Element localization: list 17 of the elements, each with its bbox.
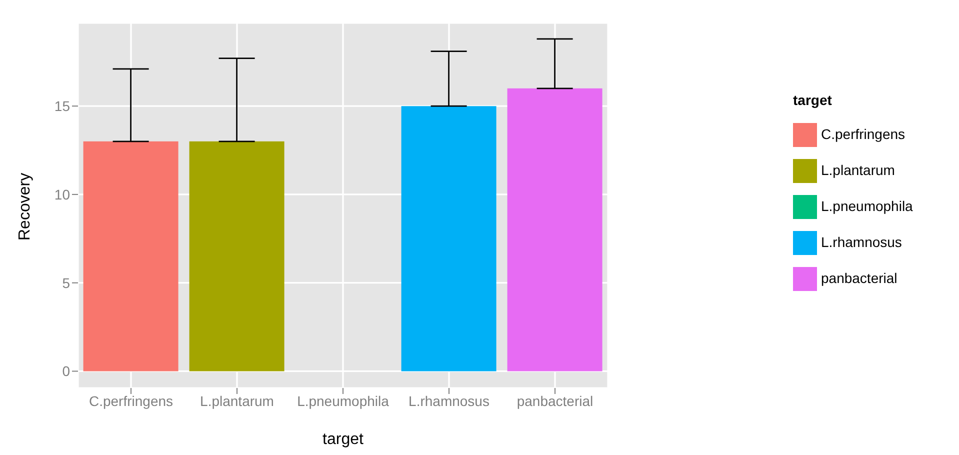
- x-tick-label: L.rhamnosus: [408, 392, 490, 409]
- legend-title: target: [793, 92, 832, 108]
- x-tick-label: L.pneumophila: [297, 392, 390, 409]
- legend-label: L.pneumophila: [821, 198, 913, 214]
- legend-label: C.perfringens: [821, 126, 906, 142]
- y-tick-label: 0: [62, 363, 70, 380]
- legend-label: L.plantarum: [821, 162, 895, 178]
- legend-label: panbacterial: [821, 270, 898, 286]
- y-tick-label: 10: [54, 186, 70, 202]
- x-tick-label: panbacterial: [516, 392, 594, 409]
- x-tick-label: L.plantarum: [200, 392, 274, 409]
- y-axis-title: Recovery: [16, 172, 34, 240]
- x-tick-label: C.perfringens: [88, 392, 174, 409]
- y-tick-label: 15: [54, 98, 70, 114]
- legend-label: L.rhamnosus: [821, 234, 902, 250]
- y-tick-label: 5: [62, 274, 70, 291]
- x-axis-title: target: [322, 431, 364, 448]
